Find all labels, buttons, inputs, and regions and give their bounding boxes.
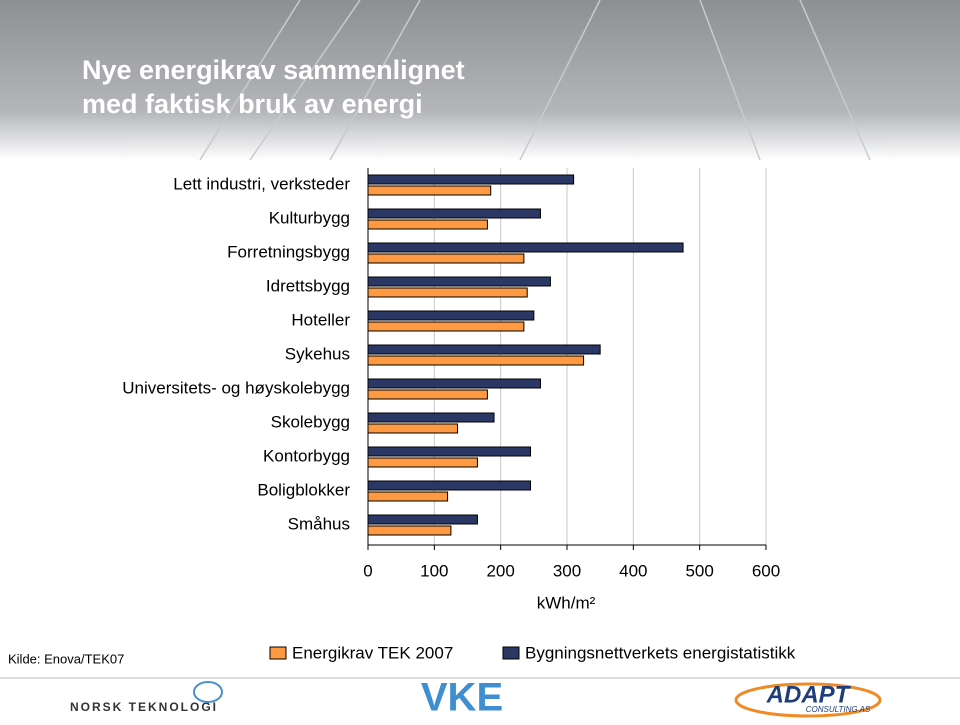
- x-tick-label: 200: [486, 561, 514, 580]
- bar: [367, 514, 478, 525]
- title-line: Nye energikrav sammenlignet: [82, 55, 465, 85]
- bar: [367, 389, 488, 400]
- legend-swatch: [269, 646, 287, 660]
- category-label: Idrettsbygg: [266, 276, 350, 295]
- bar: [367, 355, 585, 366]
- x-axis-label: kWh/m²: [537, 593, 596, 612]
- x-tick-label: 400: [619, 561, 647, 580]
- category-label: Universitets- og høyskolebygg: [122, 378, 350, 397]
- bar: [367, 321, 525, 332]
- x-tick-label: 300: [553, 561, 581, 580]
- bar: [367, 242, 684, 253]
- bar: [367, 446, 532, 457]
- bar: [367, 412, 495, 423]
- bar: [367, 310, 535, 321]
- category-label: Boligblokker: [257, 480, 350, 499]
- bar: [367, 219, 488, 230]
- category-label: Forretningsbygg: [227, 242, 350, 261]
- bar: [367, 423, 459, 434]
- legend-label: Energikrav TEK 2007: [292, 643, 453, 662]
- x-tick-label: 100: [420, 561, 448, 580]
- x-tick-label: 600: [752, 561, 780, 580]
- category-label: Småhus: [288, 514, 350, 533]
- title-line: med faktisk bruk av energi: [82, 89, 423, 119]
- category-label: Skolebygg: [271, 412, 350, 431]
- bar: [367, 378, 541, 389]
- category-label: Kontorbygg: [263, 446, 350, 465]
- logo-text: CONSULTING AS: [806, 705, 871, 714]
- bar: [367, 525, 452, 536]
- bar: [367, 491, 449, 502]
- x-tick-label: 0: [363, 561, 372, 580]
- header-band: [0, 0, 960, 160]
- category-label: Sykehus: [285, 344, 350, 363]
- x-tick-label: 500: [685, 561, 713, 580]
- logo-text: VKE: [421, 676, 503, 720]
- bar: [367, 457, 478, 468]
- bar: [367, 344, 601, 355]
- category-label: Hoteller: [291, 310, 350, 329]
- category-label: Kulturbygg: [269, 208, 350, 227]
- bar: [367, 253, 525, 264]
- bar: [367, 174, 575, 185]
- bar: [367, 276, 551, 287]
- bar: [367, 208, 541, 219]
- bar: [367, 480, 532, 491]
- logo-text: NORSK TEKNOLOGI: [70, 700, 218, 714]
- legend-swatch: [502, 646, 520, 660]
- source: Kilde: Enova/TEK07: [8, 651, 124, 666]
- header-decoration: [199, 0, 871, 161]
- category-label: Lett industri, verksteder: [173, 174, 350, 193]
- bar: [367, 287, 528, 298]
- bar: [367, 185, 492, 196]
- logo-icon: [193, 681, 223, 703]
- legend-label: Bygningsnettverkets energistatistikk: [525, 643, 796, 662]
- logo-text: ADAPT: [766, 681, 852, 708]
- logo-icon: [734, 682, 882, 718]
